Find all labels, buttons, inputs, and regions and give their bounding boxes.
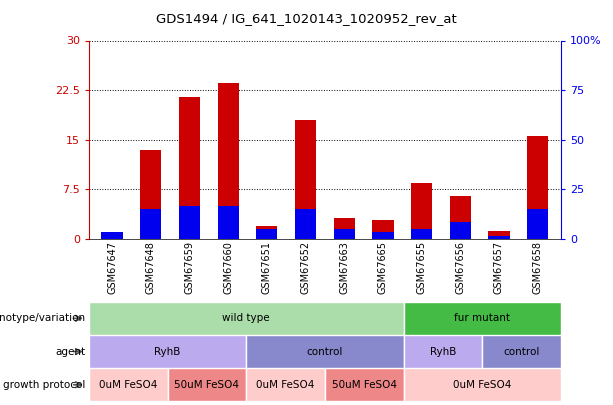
Bar	[333, 229, 355, 239]
Bar	[295, 209, 316, 239]
Bar	[403, 335, 482, 368]
Bar	[372, 220, 394, 239]
Bar	[450, 222, 471, 239]
Text: 50uM FeSO4: 50uM FeSO4	[174, 380, 240, 390]
Text: GSM67647: GSM67647	[107, 241, 117, 294]
Bar	[102, 238, 123, 239]
Bar	[411, 229, 432, 239]
Text: GSM67658: GSM67658	[533, 241, 543, 294]
Bar	[179, 97, 200, 239]
Bar	[140, 209, 161, 239]
Text: fur mutant: fur mutant	[454, 313, 510, 323]
Bar	[411, 183, 432, 239]
Text: 0uM FeSO4: 0uM FeSO4	[256, 380, 314, 390]
Text: GSM67657: GSM67657	[494, 241, 504, 294]
Bar	[179, 206, 200, 239]
Bar	[295, 120, 316, 239]
Bar	[489, 231, 509, 239]
Bar	[489, 236, 509, 239]
Text: GSM67656: GSM67656	[455, 241, 465, 294]
Bar	[218, 206, 239, 239]
Text: RyhB: RyhB	[154, 347, 181, 356]
Bar	[246, 368, 325, 401]
Text: GSM67655: GSM67655	[417, 241, 427, 294]
Bar	[482, 335, 561, 368]
Bar	[140, 150, 161, 239]
Text: growth protocol: growth protocol	[4, 380, 86, 390]
Bar	[450, 196, 471, 239]
Text: genotype/variation: genotype/variation	[0, 313, 86, 323]
Text: GDS1494 / IG_641_1020143_1020952_rev_at: GDS1494 / IG_641_1020143_1020952_rev_at	[156, 12, 457, 25]
Bar	[333, 218, 355, 239]
Text: GSM67665: GSM67665	[378, 241, 388, 294]
Text: control: control	[503, 347, 540, 356]
Bar	[527, 136, 548, 239]
Text: agent: agent	[56, 347, 86, 356]
Bar	[89, 368, 167, 401]
Text: GSM67648: GSM67648	[146, 241, 156, 294]
Text: GSM67651: GSM67651	[262, 241, 272, 294]
Bar	[325, 368, 403, 401]
Text: GSM67659: GSM67659	[185, 241, 194, 294]
Bar	[527, 209, 548, 239]
Text: 50uM FeSO4: 50uM FeSO4	[332, 380, 397, 390]
Bar	[218, 83, 239, 239]
Bar	[256, 226, 278, 239]
Text: RyhB: RyhB	[430, 347, 456, 356]
Bar	[102, 232, 123, 239]
Text: GSM67660: GSM67660	[223, 241, 233, 294]
Bar	[256, 229, 278, 239]
Bar	[403, 368, 561, 401]
Bar	[246, 335, 403, 368]
Text: GSM67652: GSM67652	[300, 241, 311, 294]
Text: 0uM FeSO4: 0uM FeSO4	[99, 380, 158, 390]
Bar	[89, 302, 403, 335]
Bar	[89, 335, 246, 368]
Text: GSM67663: GSM67663	[339, 241, 349, 294]
Text: control: control	[306, 347, 343, 356]
Bar	[372, 232, 394, 239]
Text: wild type: wild type	[223, 313, 270, 323]
Text: 0uM FeSO4: 0uM FeSO4	[453, 380, 511, 390]
Bar	[403, 302, 561, 335]
Bar	[167, 368, 246, 401]
